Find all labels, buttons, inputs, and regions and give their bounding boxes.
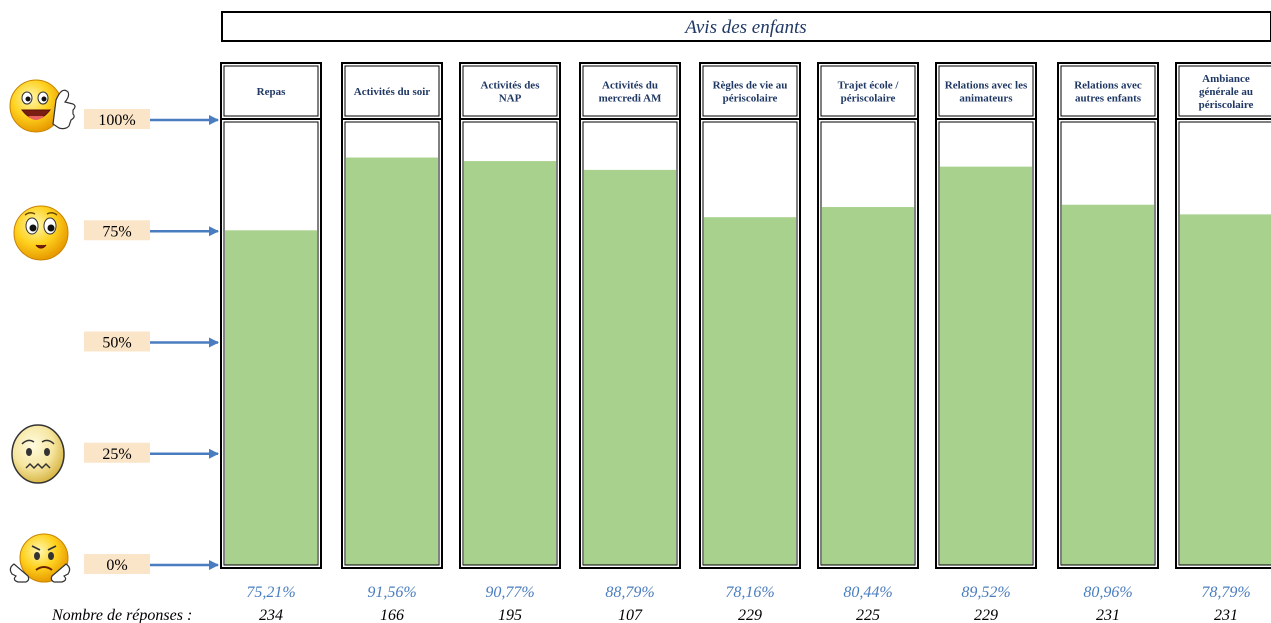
column-header-inner: [344, 65, 440, 117]
bar: [1062, 204, 1154, 565]
column-header-label: Repas: [257, 86, 286, 98]
column-header-inner: [1060, 65, 1156, 117]
response-count: 231: [1096, 607, 1120, 623]
tick-label: 75%: [102, 223, 131, 240]
response-count: 234: [259, 607, 283, 623]
tick-label-bg: [84, 442, 150, 463]
response-count: 225: [856, 607, 880, 623]
response-counts: Nombre de réponses : 234 166 195 107 229 225 2…: [51, 607, 1238, 623]
column-header-label: Activités du: [602, 80, 658, 92]
column-header-label: Trajet école /: [838, 80, 900, 92]
response-count: 231: [1214, 607, 1238, 623]
column-header-label: Activités des: [481, 80, 541, 92]
column-header-label: mercredi AM: [599, 93, 662, 105]
bar: [704, 217, 796, 566]
response-count: 166: [380, 607, 404, 623]
tick-label: 50%: [102, 335, 131, 352]
value-label: 78,79%: [1201, 584, 1250, 601]
bar: [464, 161, 556, 566]
tick-label-bg: [84, 109, 150, 129]
value-label: 80,44%: [843, 584, 892, 601]
column-header-label: Activités du soir: [354, 86, 431, 98]
bar: [822, 207, 914, 566]
value-label: 90,77%: [485, 584, 534, 601]
value-label: 88,79%: [605, 584, 654, 601]
column-header-label: périscolaire: [841, 93, 896, 105]
column-header-box: [1175, 62, 1271, 120]
bar: [584, 169, 676, 565]
response-count: 229: [738, 607, 762, 623]
worried-face-icon: [11, 424, 65, 484]
bar: [1180, 214, 1271, 565]
tick-label-bg: [84, 554, 150, 574]
column-header-label: Ambiance: [1202, 73, 1250, 85]
value-label: 78,16%: [725, 584, 774, 601]
column-header-inner: [462, 65, 558, 117]
column-body-inner: [820, 121, 916, 566]
column-body-inner: [702, 121, 798, 566]
column-header-label: Règles de vie au: [713, 80, 788, 92]
column-body-inner: [462, 121, 558, 566]
column-body-inner: [223, 121, 319, 566]
column-header-box: [459, 62, 561, 120]
column-header-label: générale au: [1199, 86, 1253, 98]
column-6: Trajet école /périscolaire: [817, 62, 919, 569]
value-label: 91,56%: [367, 584, 416, 601]
value-label: 80,96%: [1083, 584, 1132, 601]
chart-title: Avis des enfants: [683, 17, 806, 38]
column-header-inner: [702, 65, 798, 117]
column-body-inner: [938, 121, 1034, 566]
bar: [225, 230, 317, 566]
column-header-label: animateurs: [959, 93, 1013, 105]
response-count: 195: [498, 607, 522, 623]
tick-label-bg: [84, 220, 150, 241]
value-label: 89,52%: [961, 584, 1010, 601]
column-header-inner: [223, 65, 319, 117]
column-header-box: [341, 62, 443, 120]
column-header-inner: [1178, 65, 1271, 117]
bar: [940, 166, 1032, 566]
responses-label: Nombre de réponses :: [51, 607, 192, 623]
column-header-inner: [820, 65, 916, 117]
column-1: Repas: [220, 62, 322, 569]
column-header-inner: [938, 65, 1034, 117]
column-header-label: Relations avec: [1074, 80, 1142, 92]
column-header-label: NAP: [499, 93, 522, 105]
neutral-face-icon: [13, 205, 69, 261]
column-body-inner: [582, 121, 678, 566]
y-axis-ticks: 0% 25% 50% 75% 100%: [84, 109, 219, 574]
column-body-inner: [1178, 121, 1271, 566]
column-header-label: périscolaire: [723, 93, 778, 105]
very-happy-face-thumbs-up-icon: [9, 79, 76, 133]
sad-face-icon: [9, 533, 71, 583]
column-body-inner: [344, 121, 440, 566]
tick-label: 25%: [102, 446, 131, 463]
chart-title-box: Avis des enfants: [221, 11, 1271, 42]
column-2: Activités du soir: [341, 62, 443, 569]
column-header-label: périscolaire: [1199, 99, 1254, 111]
column-header-label: Relations avec les: [945, 80, 1028, 92]
bar: [346, 157, 438, 566]
column-header-label: autres enfants: [1075, 93, 1142, 105]
tick-label-bg: [84, 331, 150, 352]
tick-label: 100%: [98, 112, 135, 129]
response-count: 107: [618, 607, 643, 623]
tick-label: 0%: [106, 557, 127, 574]
column-header-box: [220, 62, 322, 120]
response-count: 229: [974, 607, 998, 623]
column-header-inner: [582, 65, 678, 117]
column-body-inner: [1060, 121, 1156, 566]
value-label: 75,21%: [246, 584, 295, 601]
column-header-box: [935, 62, 1037, 120]
value-labels: 75,21% 91,56% 90,77% 88,79% 78,16% 80,44% 89,5…: [246, 584, 1250, 601]
